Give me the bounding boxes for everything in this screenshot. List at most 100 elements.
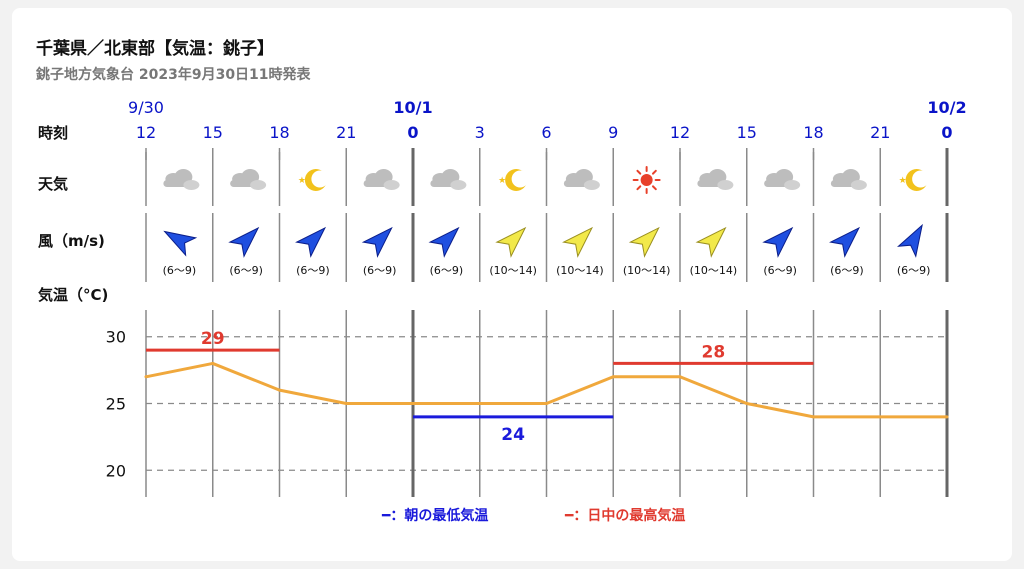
wind-range-label: (6〜9) (363, 264, 397, 277)
temperature-point (211, 361, 215, 365)
y-tick-label: 20 (106, 461, 126, 480)
date-label: 9/30 (128, 98, 164, 117)
wind-arrow-icon (562, 226, 594, 258)
page-title: 千葉県／北東部【気温：銚子】 (36, 39, 274, 59)
wind-row: (6〜9) (6〜9) (6〜9) (6〜9) (6〜9) (10〜14) (10〜14) (… (163, 223, 931, 277)
sun-ray (636, 185, 642, 191)
cloud-icon (697, 169, 734, 190)
moon-icon: ★ (298, 169, 329, 191)
wind-arrow-icon (762, 226, 794, 258)
row-label-time: 時刻 (38, 124, 68, 142)
max-min-lines: 29 24 28 (146, 329, 814, 445)
time-label: 3 (475, 123, 485, 142)
cloud-icon (163, 169, 200, 190)
moon-icon: ★ (498, 169, 529, 191)
temperature-point (945, 415, 949, 419)
cloud-puff (250, 180, 267, 190)
row-label-weather: 天気 (38, 175, 68, 193)
y-tick-label: 25 (106, 395, 126, 414)
temperature-series (144, 361, 949, 419)
wind-arrow-icon (428, 226, 460, 258)
arrow-shape (228, 226, 260, 258)
cloud-icon (230, 169, 267, 190)
star-icon: ★ (298, 176, 306, 186)
wind-arrow-icon (695, 226, 727, 258)
time-label: 21 (870, 123, 890, 142)
date-label: 10/2 (927, 98, 966, 117)
temperature-point (611, 375, 615, 379)
time-label: 12 (136, 123, 156, 142)
wind-arrow-icon (829, 226, 861, 258)
arrow-shape (562, 226, 594, 258)
cloud-puff (784, 180, 801, 190)
cloud-puff (183, 180, 200, 190)
weather-row: ★ ★ ★ (163, 166, 930, 194)
arrow-shape (897, 223, 923, 258)
wind-range-label: (6〜9) (763, 264, 797, 277)
time-label: 9 (608, 123, 618, 142)
arrow-shape (295, 226, 327, 258)
wind-range-label: (6〜9) (229, 264, 263, 277)
arrow-shape (762, 226, 794, 258)
star-icon: ★ (899, 176, 907, 186)
max-temperature-label: 29 (201, 329, 225, 349)
time-label: 15 (203, 123, 223, 142)
legend-min: ━：朝の最低気温 (381, 507, 488, 524)
temperature-point (344, 402, 348, 405)
temperature-point (278, 388, 281, 392)
y-axis-ticks: 20 25 30 (106, 328, 126, 481)
wind-range-label: (10〜14) (623, 264, 671, 277)
wind-arrow-icon (628, 226, 660, 258)
arrow-shape (628, 226, 660, 258)
min-temperature-label: 24 (501, 425, 525, 445)
time-label: 15 (737, 123, 757, 142)
cloud-icon (430, 169, 467, 190)
cloud-puff (850, 180, 867, 190)
time-axis: 12 9/30 15 18 21 0 10/1 3 6 9 12 15 18 21 0 10/2 (128, 98, 967, 142)
sun-ray (651, 185, 657, 191)
temperature-point (678, 375, 682, 379)
wind-arrow-icon (361, 226, 393, 258)
legend: ━：朝の最低気温 ━：日中の最高気温 (381, 507, 685, 524)
cloud-icon (563, 169, 600, 190)
row-label-wind: 風（m/s) (38, 232, 105, 250)
wind-arrow-icon (897, 223, 923, 258)
time-label: 0 (941, 123, 952, 142)
arrow-shape (163, 230, 198, 257)
cloud-icon (363, 169, 400, 190)
time-label: 6 (541, 123, 551, 142)
moon-shadow (311, 170, 329, 188)
cloud-puff (383, 180, 400, 190)
temperature-point (545, 402, 548, 405)
moon-icon: ★ (899, 169, 930, 191)
time-label: 18 (803, 123, 823, 142)
date-label: 10/1 (393, 98, 432, 117)
wind-range-label: (6〜9) (830, 264, 864, 277)
sun-icon (632, 166, 661, 194)
cloud-puff (717, 180, 734, 190)
row-label-temperature: 気温（°C) (38, 286, 108, 304)
cloud-icon (764, 169, 801, 190)
moon-shadow (912, 170, 930, 188)
y-tick-label: 30 (106, 328, 126, 347)
cloud-puff (583, 180, 600, 190)
arrow-shape (495, 226, 527, 258)
sun-ray (636, 169, 642, 175)
arrow-shape (361, 226, 393, 258)
wind-range-label: (10〜14) (690, 264, 738, 277)
wind-range-label: (6〜9) (163, 264, 197, 277)
arrow-shape (829, 226, 861, 258)
wind-range-label: (6〜9) (897, 264, 931, 277)
max-temperature-label: 28 (702, 342, 726, 362)
wind-range-label: (10〜14) (556, 264, 604, 277)
time-label: 0 (407, 123, 418, 142)
arrow-shape (695, 226, 727, 258)
page-subtitle: 銚子地方気象台 2023年9月30日11時発表 (36, 67, 311, 83)
wind-range-label: (6〜9) (430, 264, 464, 277)
arrow-shape (428, 226, 460, 258)
temperature-point (478, 402, 482, 405)
wind-arrow-icon (163, 230, 198, 257)
temperature-point (812, 415, 815, 419)
temperature-point (745, 402, 749, 405)
